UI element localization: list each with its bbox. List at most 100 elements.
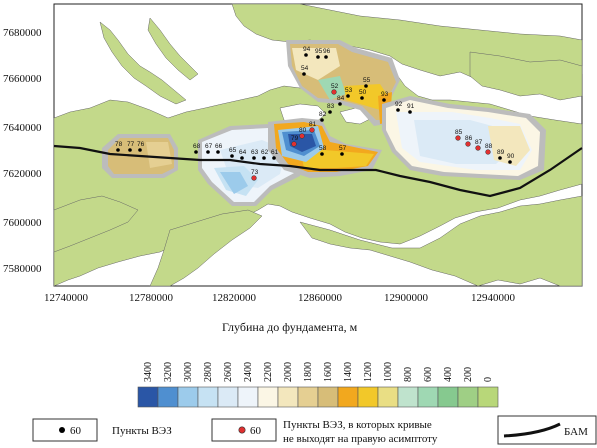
black-point-marker xyxy=(302,72,306,76)
colorbar-swatch xyxy=(317,386,339,408)
vez-point-red: 80 xyxy=(299,127,307,139)
red-point-marker xyxy=(455,135,461,141)
point-label: 57 xyxy=(339,145,347,152)
colorbar-label: 800 xyxy=(403,367,414,382)
colorbar-label: 200 xyxy=(463,367,474,382)
red-point-marker xyxy=(331,89,337,95)
colorbar-swatch xyxy=(257,386,279,408)
colorbar-label: 2200 xyxy=(263,362,274,382)
colorbar-label: 3000 xyxy=(183,362,194,382)
colorbar-swatch xyxy=(357,386,379,408)
land-north-arm-2 xyxy=(147,17,199,81)
axis-title: Глубина до фундамента, м xyxy=(222,320,358,334)
red-point-marker xyxy=(475,145,481,151)
black-point-marker xyxy=(230,154,234,158)
zone-west-light xyxy=(146,142,172,168)
colorbar-swatch xyxy=(217,386,239,408)
colorbar-label: 600 xyxy=(423,367,434,382)
vez-point-red: 79 xyxy=(291,135,299,147)
vez-point: 65 xyxy=(229,147,237,158)
point-label: 64 xyxy=(239,149,247,156)
land-southwest xyxy=(53,195,139,253)
point-label: 90 xyxy=(507,153,515,160)
zone-n-yellow xyxy=(344,84,388,110)
black-point-marker xyxy=(508,160,512,164)
point-label: 84 xyxy=(337,95,345,102)
vez-point-red: 52 xyxy=(331,83,339,95)
vez-point: 91 xyxy=(407,103,415,114)
red-point-marker xyxy=(309,127,315,133)
black-point-marker xyxy=(116,148,120,152)
vez-point: 53 xyxy=(345,87,353,98)
point-label: 73 xyxy=(251,169,259,176)
black-point-marker xyxy=(320,118,324,122)
red-point-icon xyxy=(238,426,246,434)
vez-point: 55 xyxy=(363,77,371,88)
point-label: 52 xyxy=(331,83,339,90)
colorbar-swatch xyxy=(397,386,419,408)
black-point-marker xyxy=(194,150,198,154)
black-point-marker xyxy=(340,152,344,156)
vez-point: 63 xyxy=(251,149,259,160)
black-point-marker xyxy=(328,110,332,114)
black-point-marker xyxy=(240,156,244,160)
black-point-marker xyxy=(138,148,142,152)
black-point-marker xyxy=(396,108,400,112)
black-point-marker xyxy=(364,84,368,88)
land-east-upper xyxy=(469,51,583,101)
colorbar-label: 2800 xyxy=(203,362,214,382)
x-tick: 12740000 xyxy=(44,292,89,304)
red-point-marker xyxy=(291,141,297,147)
zone-c-blue3 xyxy=(288,134,316,152)
zone-e-tan xyxy=(488,126,530,166)
vez-point: 58 xyxy=(319,145,327,156)
point-label: 50 xyxy=(359,89,367,96)
point-label: 78 xyxy=(115,141,123,148)
land-south-strip xyxy=(149,209,263,287)
black-point-marker xyxy=(272,156,276,160)
point-label: 55 xyxy=(363,77,371,84)
colorbar-swatch xyxy=(277,386,299,408)
zone-c-yellow xyxy=(300,148,374,168)
x-tick: 12860000 xyxy=(298,292,343,304)
vez-point: 78 xyxy=(115,141,123,152)
red-point-marker xyxy=(299,133,305,139)
x-tick: 12940000 xyxy=(471,292,516,304)
point-label: 85 xyxy=(455,129,463,136)
point-label: 67 xyxy=(205,143,213,150)
colorbar-swatch xyxy=(237,386,259,408)
point-label: 61 xyxy=(271,149,279,156)
vez-point: 77 xyxy=(127,141,135,152)
x-tick: 12900000 xyxy=(384,292,429,304)
vez-point: 84 xyxy=(337,95,345,106)
bam-line-icon xyxy=(503,422,561,438)
black-point-marker xyxy=(408,110,412,114)
y-tick: 7580000 xyxy=(3,263,42,275)
y-tick: 7640000 xyxy=(3,122,42,134)
vez-point: 94 xyxy=(303,46,311,57)
zone-n-green xyxy=(318,76,346,100)
vez-point: 93 xyxy=(381,91,389,102)
vez-point: 76 xyxy=(137,141,145,152)
x-tick: 12820000 xyxy=(212,292,257,304)
vez-point: 57 xyxy=(339,145,347,156)
colorbar-label: 1000 xyxy=(383,362,394,382)
colorbar-label: 1800 xyxy=(303,362,314,382)
point-label: 62 xyxy=(261,149,269,156)
point-label: 77 xyxy=(127,141,135,148)
black-point-marker xyxy=(304,53,308,57)
colorbar-swatch xyxy=(337,386,359,408)
point-label: 86 xyxy=(465,135,473,142)
vez-point: 61 xyxy=(271,149,279,160)
black-point-marker xyxy=(324,55,328,59)
point-label: 66 xyxy=(215,143,223,150)
colorbar-swatch xyxy=(457,386,479,408)
land-south-lobe xyxy=(299,195,583,287)
legend-black-label: Пункты ВЭЗ xyxy=(112,425,172,437)
red-point-marker xyxy=(251,175,257,181)
point-label: 81 xyxy=(309,121,317,128)
black-point-icon xyxy=(59,427,65,433)
legend-red-label-1: Пункты ВЭЗ, в которых кривые xyxy=(283,419,432,431)
colorbar-label: 2600 xyxy=(223,362,234,382)
